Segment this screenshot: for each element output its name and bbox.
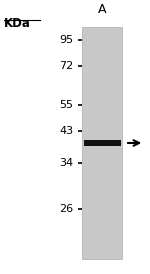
Text: 55: 55 [60, 100, 74, 110]
Text: KDa: KDa [4, 17, 31, 30]
Bar [82, 27, 122, 259]
Text: A: A [98, 3, 106, 16]
Text: 95: 95 [59, 35, 74, 45]
Text: 72: 72 [59, 61, 74, 71]
Text: 26: 26 [59, 204, 74, 214]
Bar [84, 140, 121, 146]
Text: 34: 34 [59, 158, 74, 168]
Text: 43: 43 [59, 126, 74, 136]
